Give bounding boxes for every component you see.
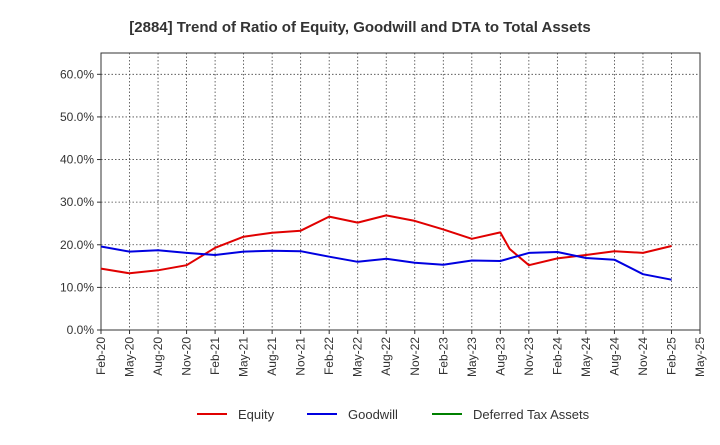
- x-tick-label: May-23: [465, 337, 479, 377]
- x-tick-label: May-25: [693, 337, 707, 377]
- x-tick-label: Feb-20: [94, 337, 108, 375]
- y-axis-ticks: 0.0% 10.0% 20.0% 30.0% 40.0% 50.0% 60.0%: [60, 67, 101, 337]
- x-tick-label: Feb-24: [550, 337, 564, 375]
- x-tick-label: Nov-21: [294, 337, 308, 376]
- x-tick-label: Nov-22: [408, 337, 422, 376]
- y-tick-label: 20.0%: [60, 238, 94, 252]
- y-tick-label: 60.0%: [60, 67, 94, 81]
- legend-label: Equity: [238, 407, 275, 422]
- x-tick-label: Aug-24: [607, 337, 621, 376]
- x-tick-label: Feb-21: [208, 337, 222, 375]
- x-tick-label: Feb-25: [664, 337, 678, 375]
- x-tick-label: Feb-22: [322, 337, 336, 375]
- legend-label: Deferred Tax Assets: [473, 407, 590, 422]
- x-tick-label: Nov-20: [180, 337, 194, 376]
- series-line-equity: [100, 214, 672, 275]
- x-axis-ticks: Feb-20 May-20 Aug-20 Nov-20 Feb-21 May-21 Aug-…: [94, 330, 707, 377]
- x-tick-label: May-21: [237, 337, 251, 377]
- x-tick-label: Aug-22: [379, 337, 393, 376]
- grid: [101, 53, 700, 330]
- x-tick-label: Aug-23: [493, 337, 507, 376]
- series-line-goodwill: [100, 245, 672, 281]
- y-tick-label: 10.0%: [60, 280, 94, 294]
- chart-title: [2884] Trend of Ratio of Equity, Goodwil…: [129, 19, 590, 36]
- y-tick-label: 30.0%: [60, 195, 94, 209]
- x-tick-label: May-20: [123, 337, 137, 377]
- x-tick-label: Aug-21: [265, 337, 279, 376]
- x-tick-label: Nov-24: [636, 337, 650, 376]
- legend-label: Goodwill: [348, 407, 398, 422]
- y-tick-label: 50.0%: [60, 110, 94, 124]
- x-tick-label: Nov-23: [522, 337, 536, 376]
- x-tick-label: May-22: [351, 337, 365, 377]
- x-tick-label: Aug-20: [151, 337, 165, 376]
- x-tick-label: Feb-23: [436, 337, 450, 375]
- y-tick-label: 0.0%: [67, 323, 95, 337]
- x-tick-label: May-24: [579, 337, 593, 377]
- plot-area-border: [100, 52, 701, 331]
- series-lines: [100, 214, 672, 281]
- legend: Equity Goodwill Deferred Tax Assets: [197, 407, 590, 422]
- y-tick-label: 40.0%: [60, 153, 94, 167]
